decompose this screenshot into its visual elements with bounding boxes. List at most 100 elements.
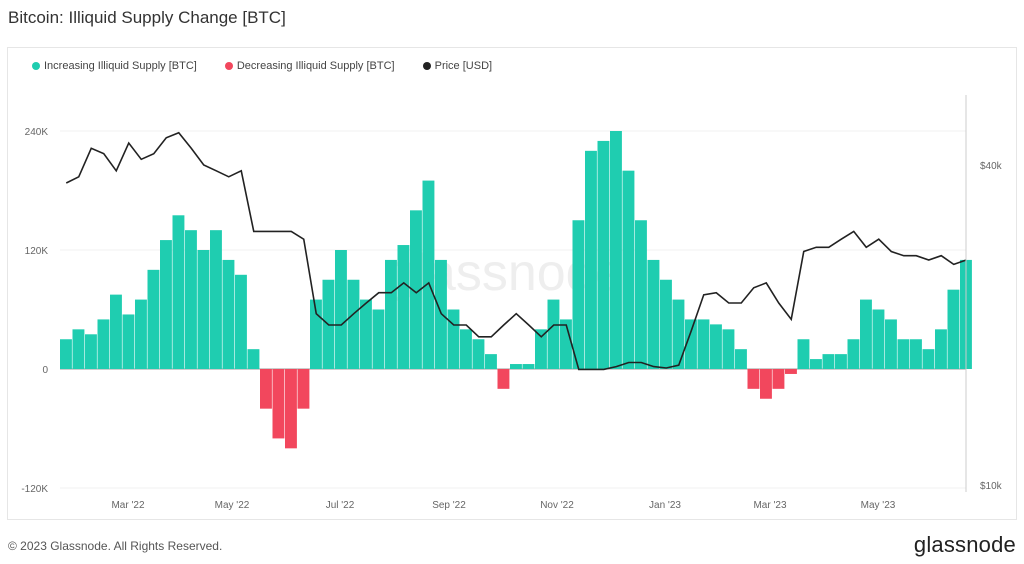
increase-dot-icon	[32, 62, 40, 70]
increase-bar	[585, 150, 597, 369]
decrease-bar	[760, 369, 772, 399]
decrease-bar	[260, 369, 272, 409]
y-left-tick: 0	[42, 365, 48, 376]
increase-bar	[135, 299, 147, 369]
decrease-dot-icon	[224, 62, 233, 70]
increase-bar	[197, 250, 210, 369]
increase-bar	[247, 349, 260, 369]
increase-bar	[360, 299, 372, 369]
increase-bar	[72, 329, 85, 369]
increase-bar	[685, 319, 697, 369]
increase-bar	[522, 364, 535, 369]
increase-bar	[335, 250, 347, 369]
increase-bar	[547, 299, 560, 369]
increase-bar	[847, 339, 860, 369]
increase-bar	[572, 220, 585, 369]
x-tick: Jan '23	[649, 500, 681, 511]
x-tick: Mar '23	[753, 500, 786, 511]
increase-bar	[397, 245, 410, 369]
decrease-bar	[272, 369, 285, 439]
increase-bar	[110, 294, 122, 369]
increase-bar	[810, 359, 822, 369]
decrease-bar	[497, 369, 510, 389]
x-tick: Mar '22	[111, 500, 144, 511]
increase-bar	[85, 334, 97, 369]
increase-bar	[210, 230, 222, 369]
legend-label: Increasing Illiquid Supply [BTC]	[44, 60, 197, 72]
increase-bar	[172, 215, 185, 369]
increase-bar	[835, 354, 847, 369]
increase-bar	[385, 259, 397, 369]
x-tick: May '22	[215, 500, 250, 511]
increase-bar	[822, 354, 835, 369]
legend-item-decrease[interactable]: Decreasing Illiquid Supply [BTC]	[224, 60, 395, 72]
increase-bar	[60, 339, 72, 369]
legend: Increasing Illiquid Supply [BTC] Decreas…	[32, 60, 492, 72]
increase-bar	[147, 269, 160, 369]
price-dot-icon	[422, 62, 431, 70]
x-tick: Jul '22	[326, 500, 355, 511]
increase-bar	[885, 319, 897, 369]
legend-item-price[interactable]: Price [USD]	[422, 60, 493, 72]
legend-label: Decreasing Illiquid Supply [BTC]	[236, 60, 395, 72]
increase-bar	[535, 329, 547, 369]
chart-frame	[7, 47, 1017, 520]
increase-bar	[722, 329, 735, 369]
increase-bar	[860, 299, 872, 369]
increase-bar	[485, 354, 497, 369]
increase-bar	[910, 339, 922, 369]
copyright: © 2023 Glassnode. All Rights Reserved.	[8, 539, 223, 553]
increase-bar	[347, 279, 360, 369]
legend-item-increase[interactable]: Increasing Illiquid Supply [BTC]	[32, 60, 197, 72]
glassnode-logo: glassnode	[913, 532, 1016, 557]
increase-bar	[947, 289, 960, 369]
decrease-bar	[772, 369, 785, 389]
increase-bar	[672, 299, 685, 369]
increase-bar	[697, 319, 710, 369]
increase-bar	[597, 140, 610, 369]
increase-bar	[97, 319, 110, 369]
x-tick: Nov '22	[540, 500, 574, 511]
increase-bar	[660, 279, 672, 369]
increase-bar	[735, 349, 747, 369]
x-tick: May '23	[861, 500, 896, 511]
decrease-bar	[747, 369, 760, 389]
increase-bar	[235, 274, 247, 369]
increase-bar	[372, 309, 385, 369]
increase-bar	[647, 259, 660, 369]
price-line	[65, 131, 967, 371]
chart-title: Bitcoin: Illiquid Supply Change [BTC]	[8, 8, 286, 27]
increase-bar	[310, 299, 322, 369]
decrease-bar	[297, 369, 310, 409]
increase-bar	[160, 240, 172, 369]
x-tick: Sep '22	[432, 500, 466, 511]
y-right-tick: $40k	[980, 161, 1003, 172]
increase-bar	[122, 314, 135, 369]
increase-bar	[797, 339, 810, 369]
increase-bar	[872, 309, 885, 369]
y-left-tick: -120K	[21, 484, 48, 495]
increase-bar	[935, 329, 947, 369]
legend-label: Price [USD]	[434, 60, 493, 72]
decrease-bar	[785, 369, 797, 374]
y-left-tick: 120K	[25, 246, 49, 257]
increase-bar	[622, 170, 635, 369]
increase-bar	[560, 319, 572, 369]
increase-bar	[222, 259, 235, 369]
increase-bar	[510, 364, 522, 369]
increase-bar	[447, 309, 460, 369]
increase-bar	[460, 329, 472, 369]
decrease-bar	[285, 369, 297, 449]
increase-bar	[922, 349, 935, 369]
y-right-tick: $10k	[980, 481, 1003, 492]
increase-bar	[410, 210, 422, 369]
increase-bar	[710, 324, 722, 369]
increase-bar	[185, 230, 197, 369]
increase-bar	[897, 339, 910, 369]
increase-bar	[610, 131, 622, 369]
increase-bar	[635, 220, 647, 369]
increase-bar	[472, 339, 485, 369]
y-left-tick: 240K	[25, 127, 49, 138]
increase-bar	[422, 180, 435, 369]
